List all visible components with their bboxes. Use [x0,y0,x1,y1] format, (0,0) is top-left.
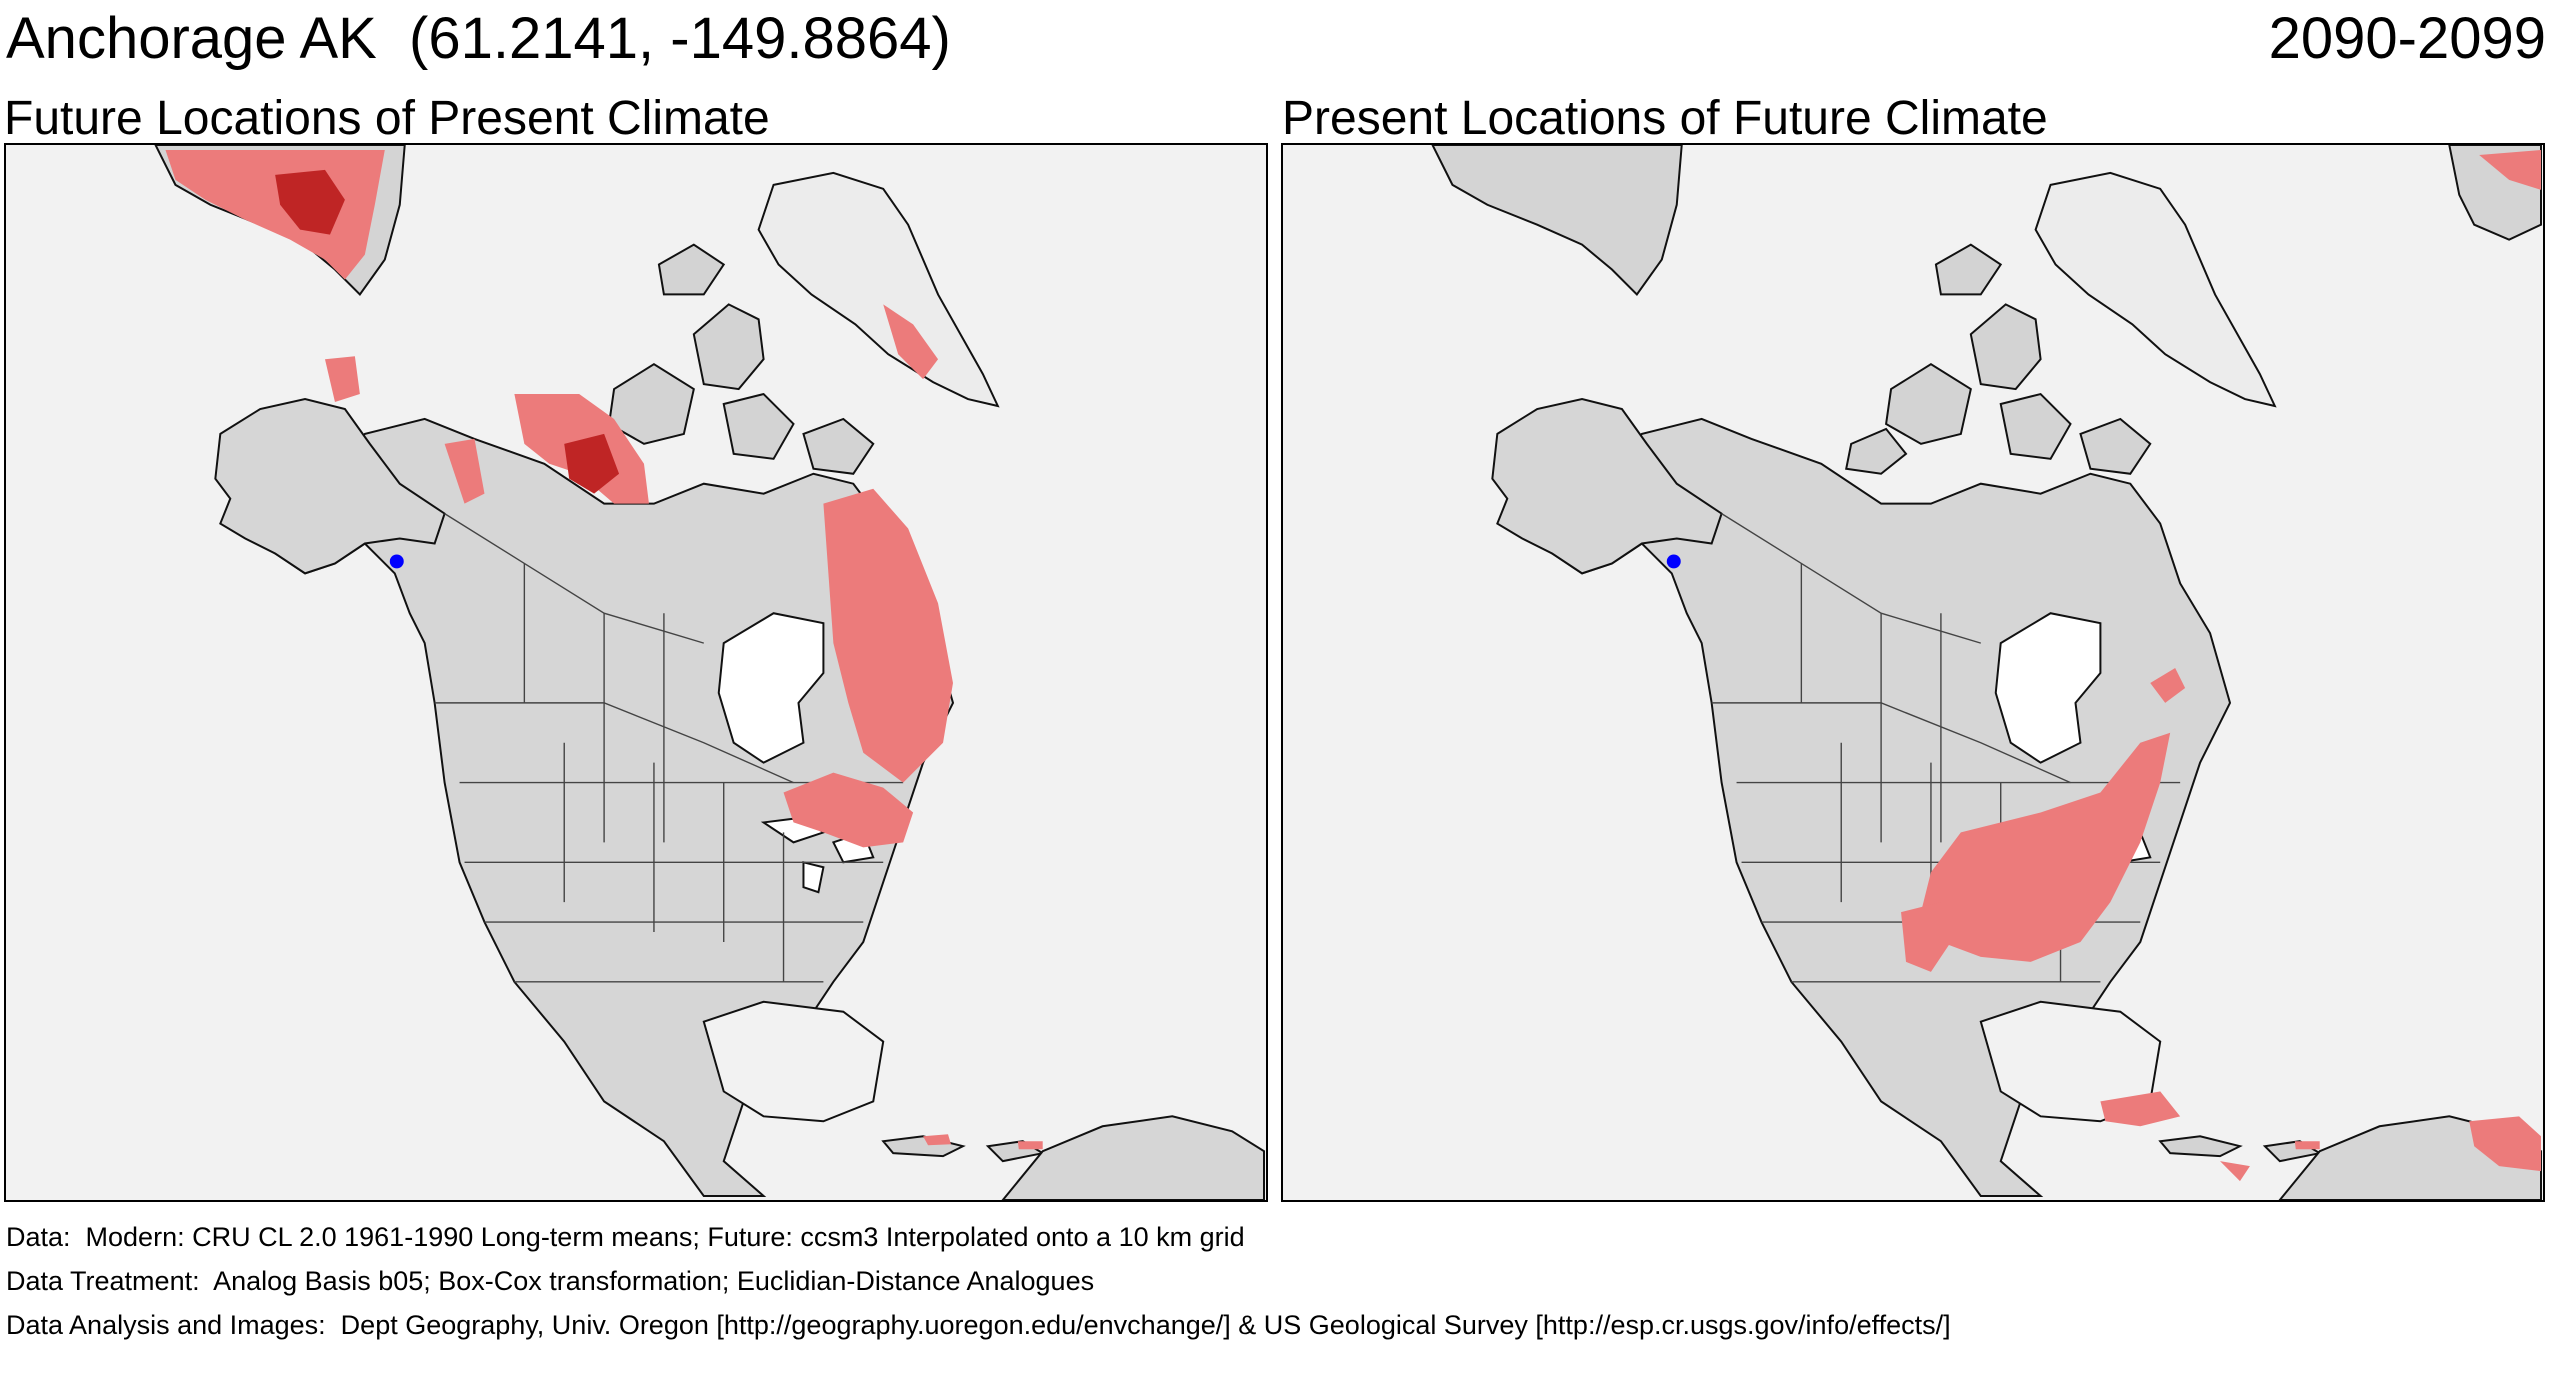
south-america-landmass [1001,1115,1266,1200]
greenland-landmass [757,171,1000,408]
data-treatment-note: Data Treatment: Analog Basis b05; Box-Co… [6,1266,1095,1296]
analog-area-greenland [883,304,939,380]
analog-area-caribbean [923,1134,1043,1150]
right-map-panel [1281,143,2545,1202]
analog-area-europe [2479,149,2542,190]
data-analysis-credit: Data Analysis and Images: Dept Geography… [6,1310,1951,1340]
greenland-landmass [2034,171,2277,408]
political-borders [434,513,904,983]
analog-area-southeast-us [1920,732,2171,962]
alaska-landmass [1491,398,1723,575]
analog-area-south-america [2469,1116,2542,1172]
left-panel-title: Future Locations of Present Climate [4,92,770,145]
left-map-svg [154,145,1266,1200]
siberia-analog-area [165,149,385,280]
analog-area-texas-coast [1901,902,1951,972]
arctic-islands [1845,243,2152,475]
hudson-bay [717,612,825,764]
data-source-note: Data: Modern: CRU CL 2.0 1961-1990 Long-… [6,1222,1245,1252]
siberia-analog-dark [275,169,345,235]
gulf-of-mexico [702,1000,885,1123]
analog-regions [324,304,1043,1150]
analog-area-yukon-dark [564,433,620,494]
alaska-landmass [214,398,446,575]
analog-area-ontario [783,772,914,848]
hudson-bay [1994,612,2102,764]
right-map-svg [1431,145,2543,1200]
anchorage-marker [389,554,404,569]
time-period: 2090-2099 [2268,6,2546,71]
right-panel-title: Present Locations of Future Climate [1282,92,2048,145]
analog-regions [1901,668,2542,1182]
siberia-landmass [1431,145,1683,296]
analog-area-northeast [2150,668,2186,703]
analog-area-central-america [2100,1091,2250,1182]
anchorage-marker [1666,554,1681,569]
analog-area-alaska [324,356,485,504]
analog-area-caribbean [2294,1141,2320,1150]
location-title: Anchorage AK (61.2141, -149.8864) [6,6,951,71]
analog-area-nunavut [823,488,953,783]
left-map-panel [4,143,1268,1202]
political-borders [1711,513,2181,983]
